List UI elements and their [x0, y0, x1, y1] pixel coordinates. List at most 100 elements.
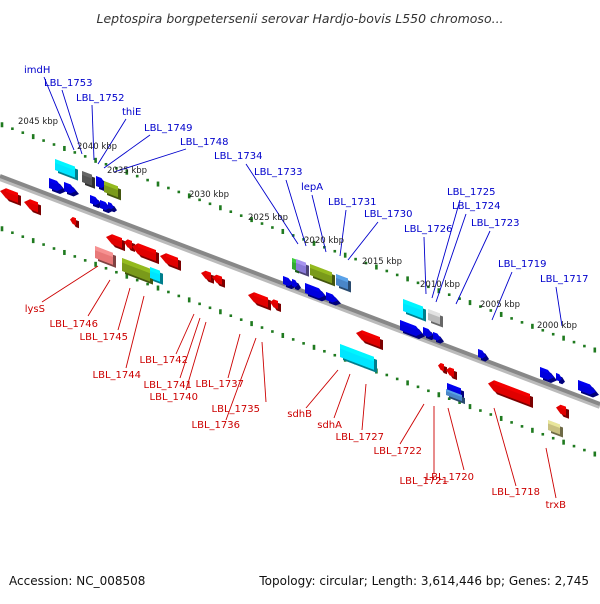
gene-minus [270, 299, 281, 313]
leader-line [339, 209, 347, 257]
scale-label: 2000 kbp [537, 321, 577, 331]
leader-line [431, 199, 461, 299]
scale-tick [395, 377, 399, 381]
gene-feature [340, 344, 377, 373]
leader-line [361, 383, 367, 431]
scale-tick [593, 347, 597, 353]
leader-line [455, 230, 491, 305]
scale-tick [156, 181, 160, 187]
gene-label-lower: LBL_1735 [212, 404, 260, 415]
gene-label-lower: LBL_1720 [426, 472, 474, 483]
scale-tick [572, 340, 576, 344]
scale-tick [83, 259, 87, 262]
scale-tick [11, 127, 14, 131]
gene-plus [64, 182, 79, 197]
scale-tick [385, 373, 389, 377]
gene-plus [433, 332, 444, 344]
gene-label-upper: LBL_1730 [364, 209, 412, 220]
leader-line [61, 89, 83, 155]
scale-tick [333, 249, 337, 253]
chromosome-backbone [0, 174, 600, 409]
gene-label-upper: LBL_1749 [144, 123, 192, 134]
scale-tick [260, 326, 264, 329]
leader-line [285, 179, 307, 247]
leader-line [245, 163, 299, 245]
scale-tick [187, 297, 191, 303]
gene-features [0, 159, 599, 438]
scale-tick [531, 323, 534, 329]
gene-plus [100, 200, 113, 214]
gene-minus [160, 253, 181, 271]
scale-tick [447, 293, 451, 296]
scale-tick [499, 311, 503, 317]
scale-tick [479, 305, 482, 308]
scale-tick [21, 131, 25, 134]
gene-label-lower: LBL_1718 [492, 487, 540, 498]
scale-tick [208, 306, 212, 310]
scale-tick [458, 297, 461, 300]
leader-line [493, 407, 517, 487]
gene-label-upper: lepA [301, 182, 323, 193]
scale-tick [510, 317, 513, 320]
leader-line [347, 221, 379, 261]
scale-tick [551, 436, 555, 440]
scale-tick [21, 235, 25, 238]
scale-tick [0, 122, 4, 128]
scale-tick [406, 380, 409, 386]
leader-line [305, 369, 339, 409]
gene-minus [356, 330, 383, 351]
scale-tick [291, 234, 295, 237]
gene-label-lower: lysS [25, 304, 45, 315]
gene-plus [540, 367, 557, 384]
genome-summary: Topology: circular; Length: 3,614,446 bp… [259, 574, 589, 588]
scale-tick [52, 143, 56, 146]
gene-minus [248, 292, 271, 311]
scale-tick [11, 231, 14, 235]
gene-plus [400, 320, 425, 340]
gene-feature [82, 171, 95, 189]
gene-label-lower: LBL_1737 [196, 379, 244, 390]
scale-tick [354, 257, 357, 261]
scale-tick [94, 157, 97, 163]
scale-tick [510, 421, 513, 424]
scale-label: 2030 kbp [189, 190, 229, 200]
scale-tick [531, 427, 534, 433]
leader-line [175, 313, 195, 355]
scale-tick [551, 332, 555, 336]
scale-tick [260, 222, 264, 225]
scale-tick [135, 278, 139, 282]
gene-feature [122, 258, 153, 285]
gene-minus [132, 243, 159, 265]
gene-label-upper: LBL_1734 [214, 151, 262, 162]
scale-tick [572, 444, 576, 448]
scale-tick [239, 214, 243, 217]
gene-label-lower: sdhA [317, 420, 342, 431]
gene-feature [55, 159, 78, 181]
leader-line [311, 194, 327, 253]
scale-tick [52, 247, 56, 250]
scale-tick [167, 186, 170, 190]
scale-tick [42, 243, 45, 246]
leader-line [125, 295, 145, 369]
gene-minus [24, 199, 41, 216]
gene-label-lower: LBL_1742 [140, 355, 188, 366]
scale-label: 2015 kbp [362, 257, 402, 267]
gene-plus [478, 349, 489, 362]
gene-minus [70, 217, 79, 229]
leader-line [227, 333, 241, 379]
scale-tick [375, 264, 378, 270]
scale-tick [427, 389, 430, 393]
scale-tick [479, 409, 482, 412]
scale-tick [312, 344, 316, 350]
scale-tick [135, 174, 139, 178]
gene-label-lower: LBL_1746 [50, 319, 98, 330]
gene-minus [438, 363, 447, 375]
upper-scale-line [0, 122, 597, 353]
scale-tick [583, 344, 586, 348]
gene-label-upper: LBL_1725 [447, 187, 495, 198]
leader-line [97, 118, 127, 165]
scale-tick [104, 266, 108, 270]
scale-tick [156, 285, 160, 291]
scale-tick [73, 255, 77, 258]
